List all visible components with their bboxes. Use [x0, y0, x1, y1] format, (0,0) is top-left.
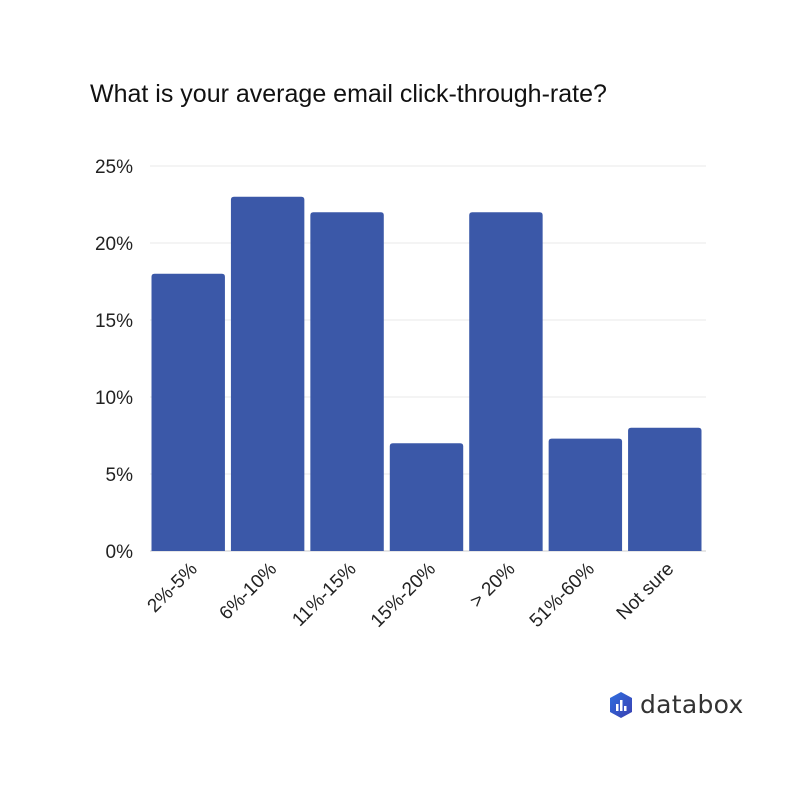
chart-title: What is your average email click-through…	[90, 80, 607, 108]
databox-logo-text: databox	[640, 690, 744, 719]
x-tick-label: > 20%	[466, 559, 519, 612]
y-tick-label: 15%	[95, 311, 133, 332]
x-tick-label: 6%-10%	[216, 559, 282, 625]
x-tick-label: 51%-60%	[526, 559, 599, 632]
y-tick-label: 20%	[95, 234, 133, 255]
x-tick-label: 2%-5%	[144, 559, 202, 617]
y-tick-label: 5%	[106, 465, 134, 486]
x-tick-label: Not sure	[613, 559, 679, 625]
x-tick-label: 11%-15%	[288, 559, 360, 631]
bar	[628, 427, 702, 551]
x-tick-label: 15%-20%	[367, 559, 440, 632]
databox-logo-icon	[610, 691, 632, 718]
y-tick-label: 0%	[106, 542, 134, 563]
databox-logo: databox	[608, 690, 744, 719]
bar	[310, 212, 384, 551]
bar	[151, 273, 225, 551]
y-tick-label: 25%	[95, 157, 133, 178]
bar	[469, 212, 543, 551]
bar	[548, 438, 623, 551]
bar	[389, 443, 464, 551]
bar	[230, 196, 305, 552]
y-tick-label: 10%	[95, 388, 133, 409]
